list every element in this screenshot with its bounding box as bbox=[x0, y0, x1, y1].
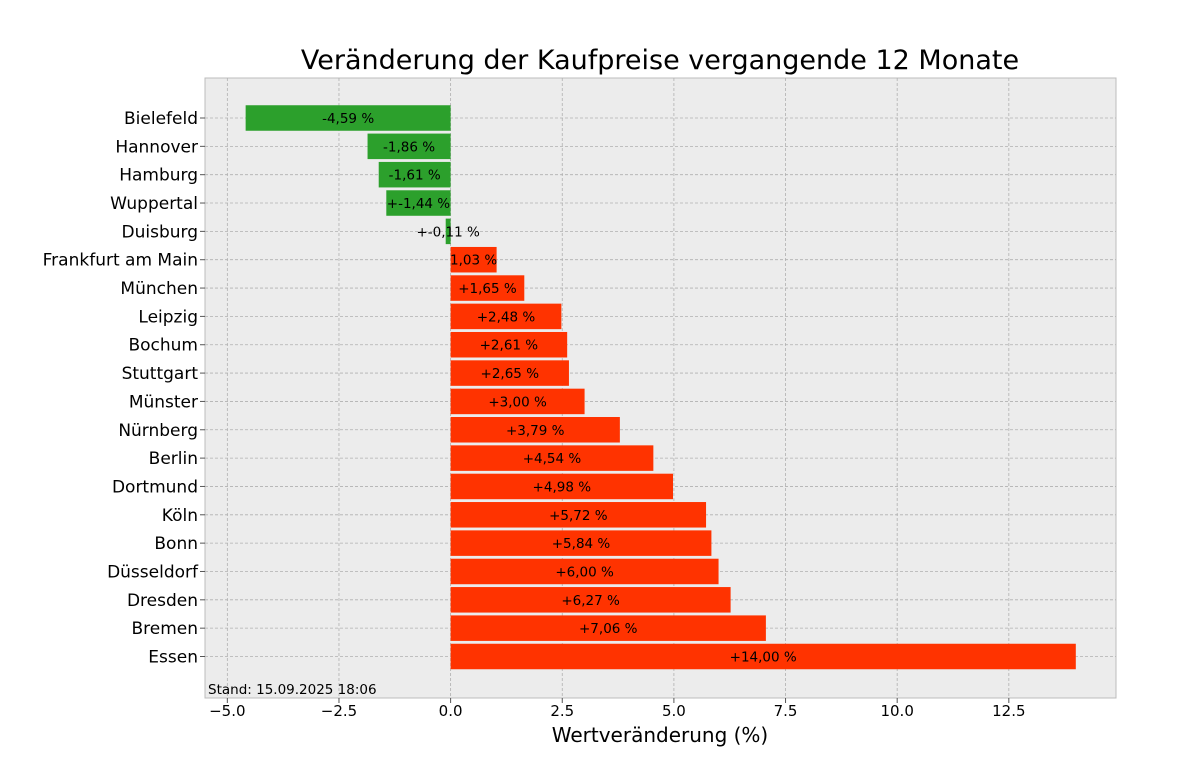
y-tick-label: Münster bbox=[129, 392, 198, 412]
y-tick-label: Dresden bbox=[127, 591, 198, 611]
bar bbox=[378, 161, 451, 188]
y-tick-label: Bremen bbox=[131, 619, 198, 639]
x-tick-label: −2.5 bbox=[321, 702, 357, 720]
bar bbox=[450, 615, 766, 641]
timestamp-note: Stand: 15.09.2025 18:06 bbox=[208, 682, 377, 698]
y-tick-label: Nürnberg bbox=[118, 421, 198, 441]
bar-value-label: -1,86 % bbox=[383, 139, 435, 155]
bar-labels-group: -4,59 % -1,86 % -1,61 % +-1,44 % +-0,11 % 1,0… bbox=[322, 111, 797, 666]
bar bbox=[450, 303, 562, 330]
bar-value-label: +4,54 % bbox=[523, 451, 582, 467]
y-tick-label: Frankfurt am Main bbox=[43, 251, 198, 271]
bar-value-label: +3,79 % bbox=[506, 423, 565, 439]
y-tick-label: Leipzig bbox=[138, 307, 198, 327]
y-tick-label: Hannover bbox=[115, 137, 198, 157]
bar-value-label: -1,61 % bbox=[389, 168, 441, 184]
bar bbox=[445, 218, 451, 245]
bar-value-label: +4,98 % bbox=[533, 479, 592, 495]
bar bbox=[367, 133, 451, 160]
bar bbox=[450, 558, 719, 585]
y-tick-label: Essen bbox=[148, 648, 198, 668]
bar-value-label: -4,59 % bbox=[322, 111, 374, 127]
bar bbox=[450, 331, 568, 358]
bar-value-label: 1,03 % bbox=[450, 253, 497, 269]
chart-title: Veränderung der Kaufpreise vergangende 1… bbox=[301, 45, 1019, 76]
bar-value-label: +14,00 % bbox=[730, 650, 797, 666]
bar bbox=[450, 246, 497, 273]
y-tick-label: Bonn bbox=[154, 534, 198, 554]
bar bbox=[450, 445, 654, 471]
bar bbox=[450, 643, 1076, 670]
bar bbox=[245, 105, 451, 131]
bar-value-label: +3,00 % bbox=[488, 394, 547, 410]
y-tick-label: Wuppertal bbox=[110, 194, 198, 214]
bar bbox=[450, 360, 569, 386]
bar-value-label: +2,48 % bbox=[477, 309, 536, 325]
x-tick-label: 0.0 bbox=[439, 702, 463, 720]
x-tick-label: 7.5 bbox=[774, 702, 798, 720]
x-tick-label: 2.5 bbox=[550, 702, 574, 720]
y-tick-label: Hamburg bbox=[119, 166, 198, 186]
x-tick-label: 10.0 bbox=[880, 702, 913, 720]
y-tick-label: Bielefeld bbox=[124, 109, 198, 129]
bar-value-label: +5,84 % bbox=[552, 536, 611, 552]
bar-value-label: +-1,44 % bbox=[387, 196, 451, 212]
bar bbox=[450, 502, 707, 528]
y-tick-label: Köln bbox=[162, 506, 198, 526]
bar bbox=[450, 417, 620, 443]
x-axis-ticks: −5.0 −2.5 0.0 2.5 5.0 7.5 10.0 12.5 bbox=[209, 698, 1026, 720]
x-tick-label: 12.5 bbox=[992, 702, 1025, 720]
bar bbox=[450, 587, 731, 613]
x-tick-label: 5.0 bbox=[662, 702, 686, 720]
y-tick-label: München bbox=[120, 279, 198, 299]
bar-value-label: +-0,11 % bbox=[416, 224, 480, 240]
bar bbox=[450, 275, 525, 301]
y-tick-label: Bochum bbox=[128, 336, 198, 356]
bar-value-label: +2,65 % bbox=[481, 366, 540, 382]
bar bbox=[450, 530, 712, 556]
x-tick-label: −5.0 bbox=[209, 702, 245, 720]
bar bbox=[386, 190, 451, 216]
bar-value-label: +6,00 % bbox=[555, 564, 614, 580]
y-tick-label: Berlin bbox=[149, 449, 198, 469]
y-tick-label: Stuttgart bbox=[122, 364, 199, 384]
bar bbox=[450, 473, 674, 500]
y-tick-label: Dortmund bbox=[112, 477, 198, 497]
bar-value-label: +6,27 % bbox=[561, 593, 620, 609]
bar-value-label: +5,72 % bbox=[549, 508, 608, 524]
bars-group bbox=[245, 105, 1076, 670]
y-tick-label: Duisburg bbox=[122, 222, 199, 242]
bar bbox=[450, 388, 585, 415]
y-tick-label: Düsseldorf bbox=[107, 562, 199, 582]
bar-value-label: +2,61 % bbox=[480, 338, 539, 354]
bar-value-label: +1,65 % bbox=[458, 281, 517, 297]
y-axis-ticks: Bielefeld Hannover Hamburg Wuppertal Duisbur… bbox=[43, 109, 205, 668]
bar-value-label: +7,06 % bbox=[579, 621, 638, 637]
x-axis-label: Wertveränderung (%) bbox=[552, 723, 769, 747]
